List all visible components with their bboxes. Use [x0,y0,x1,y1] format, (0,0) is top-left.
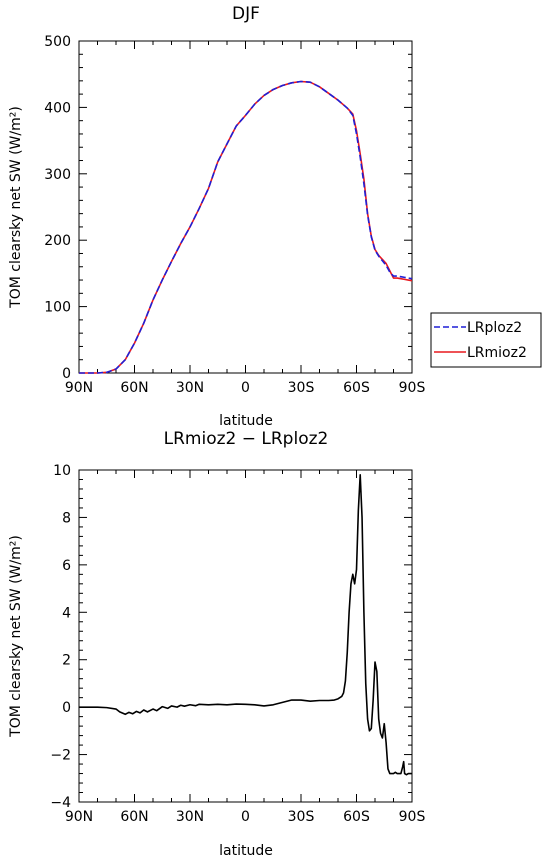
top-series-group [79,80,413,374]
bottom-y-tick-label: 4 [62,605,71,621]
top-y-tick-label: 200 [44,233,71,249]
bottom-y-axis-label: TOM clearsky net SW (W/m²) [8,535,24,738]
bottom-y-tick-label: 8 [62,510,71,526]
bottom-y-tick-label: −4 [50,795,71,811]
bottom-axis-ticks: 90N 60N 30N 0 30S 60S 90S −4 −2 0 2 4 6 8 10 [50,463,425,825]
bottom-x-tick-label: 60S [343,809,370,825]
top-y-tick-label: 500 [44,34,71,50]
top-panel: DJF 90N 60N 30N 0 30S 60S 90S0100200300400500 … [8,4,425,429]
bottom-y-tick-label: 2 [62,653,71,669]
top-series-line-lrmioz2 [79,80,413,374]
bottom-series-line [79,473,412,776]
legend-label-lrmioz2: LRmioz2 [467,345,527,361]
bottom-y-tick-label: 10 [53,463,71,479]
legend-label-lrploz2: LRploz2 [467,320,522,336]
top-x-tick-label: 60S [343,380,370,396]
top-axis-ticks: 90N 60N 30N 0 30S 60S 90S 0 100 200 300 400 500 [44,34,425,396]
bottom-series-group [79,473,412,776]
bottom-x-tick-label: 30S [288,809,315,825]
top-x-tick-label: 30N [176,380,204,396]
bottom-y-tick-label: 6 [62,558,71,574]
top-plot-frame [78,40,413,374]
top-y-tick-label: 400 [44,100,71,116]
top-x-tick-label: 60N [120,380,148,396]
legend-box [430,312,542,368]
bottom-x-tick-label: 0 [241,809,250,825]
top-y-tick-label: 0 [62,366,71,382]
top-series-line-lrploz2 [79,80,413,374]
bottom-x-tick-label: 90N [65,809,93,825]
top-chart-title: DJF [232,4,260,24]
bottom-panel: LRmioz2 − LRploz2 90N 60N 30N 0 30S 60S 90S −4 −… [8,429,425,859]
top-x-tick-label: 90N [65,380,93,396]
top-y-tick-label: 100 [44,300,71,316]
bottom-y-tick-label: −2 [50,748,71,764]
top-x-tick-label: 0 [241,380,250,396]
bottom-y-tick-label: 0 [62,700,71,716]
legend: LRploz2 LRmioz2 [430,312,542,368]
bottom-x-axis-label: latitude [219,843,273,859]
top-x-tick-label: 90S [399,380,426,396]
bottom-x-tick-label: 90S [399,809,426,825]
bottom-chart-title: LRmioz2 − LRploz2 [164,429,329,449]
bottom-x-tick-label: 30N [176,809,204,825]
top-x-tick-label: 30S [288,380,315,396]
top-y-axis-label: TOM clearsky net SW (W/m²) [8,106,24,309]
top-y-tick-label: 300 [44,167,71,183]
bottom-x-tick-label: 60N [120,809,148,825]
top-x-axis-label: latitude [219,413,273,429]
